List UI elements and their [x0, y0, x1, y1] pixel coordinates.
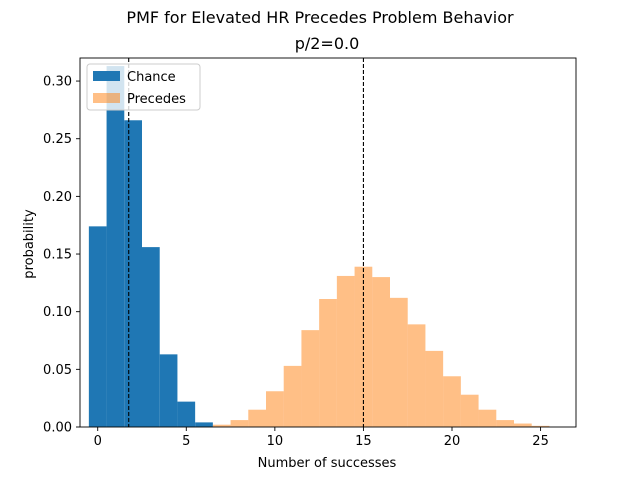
legend-label-precedes: Precedes — [127, 92, 186, 107]
chart-title: PMF for Elevated HR Precedes Problem Beh… — [126, 8, 514, 27]
x-tick-label: 10 — [267, 434, 284, 449]
bar-precedes-24 — [514, 423, 532, 427]
axes-frame — [79, 57, 577, 428]
bar-precedes-21 — [460, 394, 479, 427]
bar-precedes-19 — [425, 350, 444, 427]
bar-precedes-23 — [496, 420, 514, 427]
x-tick-label: 15 — [355, 434, 372, 449]
legend-swatch-chance — [93, 71, 120, 81]
legend-label-chance: Chance — [127, 70, 176, 85]
bar-chance-4 — [159, 354, 178, 427]
y-tick-label: 0.10 — [43, 305, 72, 320]
x-tick-label: 20 — [444, 434, 461, 449]
bar-precedes-17 — [390, 297, 408, 427]
x-axis-label: Number of successes — [258, 456, 397, 471]
x-tick-label: 25 — [532, 434, 549, 449]
bar-chance-3 — [142, 247, 160, 427]
y-axis-label: probability — [22, 209, 37, 279]
chart-subtitle: p/2=0.0 — [295, 34, 360, 53]
bar-precedes-16 — [372, 277, 390, 427]
bar-precedes-13 — [319, 299, 337, 427]
bar-precedes-9 — [248, 409, 266, 427]
legend-swatch-precedes — [93, 93, 120, 103]
bar-precedes-22 — [478, 409, 497, 427]
y-tick-label: 0.15 — [43, 248, 72, 263]
x-tick-label: 5 — [182, 434, 190, 449]
bar-precedes-14 — [336, 275, 355, 427]
bar-chance-1 — [106, 66, 125, 428]
bar-precedes-8 — [230, 420, 249, 427]
x-tick-label: 0 — [94, 434, 102, 449]
bar-chance-0 — [88, 226, 107, 427]
bar-chance-5 — [177, 401, 196, 427]
bar-precedes-18 — [407, 324, 426, 427]
y-tick-label: 0.30 — [43, 75, 72, 90]
y-tick-label: 0.05 — [43, 363, 72, 378]
bar-precedes-20 — [443, 376, 461, 427]
bar-chance-2 — [124, 120, 142, 428]
bar-precedes-12 — [301, 330, 320, 427]
bar-chance-6 — [195, 422, 213, 427]
bar-precedes-10 — [266, 391, 284, 427]
bar-precedes-11 — [283, 365, 302, 427]
y-tick-label: 0.20 — [43, 190, 72, 205]
bar-precedes-25 — [531, 425, 550, 427]
y-tick-label: 0.25 — [43, 132, 72, 147]
plot-area: 0 5 10 15 20 25 0.00 0.05 0.10 0.15 0.20 0.25 0.30 Ch… — [43, 57, 577, 449]
y-tick-label: 0.00 — [43, 421, 72, 436]
bar-precedes-7 — [212, 424, 231, 427]
